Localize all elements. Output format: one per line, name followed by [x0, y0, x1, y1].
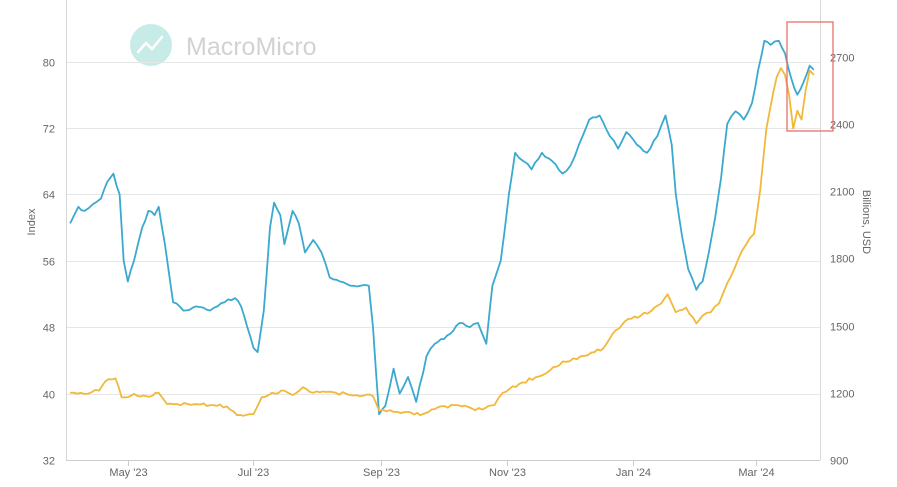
watermark-brand: MacroMicro [186, 33, 317, 61]
left-axis-title: Index [26, 208, 38, 235]
x-tick-label: May '23 [109, 467, 147, 479]
left-axis-ticks: 32 40 48 56 64 72 80 [43, 58, 55, 468]
series-line-right-axis [70, 67, 815, 417]
right-tick-label: 1500 [830, 322, 854, 334]
left-tick-label: 80 [43, 58, 55, 70]
left-tick-label: 56 [43, 257, 55, 269]
series-line-left-axis [69, 39, 815, 416]
right-tick-label: 1800 [830, 254, 854, 266]
x-tick-label: Nov '23 [489, 467, 526, 479]
highlight-box [786, 21, 834, 132]
x-tick-label: Sep '23 [363, 467, 400, 479]
gridlines [66, 62, 820, 395]
left-tick-label: 72 [43, 124, 55, 136]
right-tick-label: 2700 [830, 53, 854, 65]
logo-line-glyph [136, 35, 164, 54]
macromicro-logo-icon [130, 24, 172, 66]
x-tick-label: Mar '24 [738, 467, 774, 479]
x-tick-label: Jan '24 [616, 467, 651, 479]
right-tick-label: 900 [830, 456, 848, 468]
x-tick-label: Jul '23 [238, 467, 269, 479]
x-axis-ticks: May '23 Jul '23 Sep '23 Nov '23 Jan '24 Mar '… [109, 460, 775, 479]
right-tick-label: 2100 [830, 187, 854, 199]
right-axis-ticks: 900 1200 1500 1800 2100 2400 2700 [830, 53, 854, 468]
right-axis-title: Billions, USD [860, 190, 872, 254]
macromicro-watermark: MacroMicro [130, 24, 317, 66]
right-tick-label: 2400 [830, 120, 854, 132]
series-layer [69, 39, 815, 417]
right-tick-label: 1200 [830, 389, 854, 401]
left-tick-label: 40 [43, 390, 55, 402]
left-tick-label: 64 [43, 190, 55, 202]
left-tick-label: 32 [43, 456, 55, 468]
left-tick-label: 48 [43, 323, 55, 335]
